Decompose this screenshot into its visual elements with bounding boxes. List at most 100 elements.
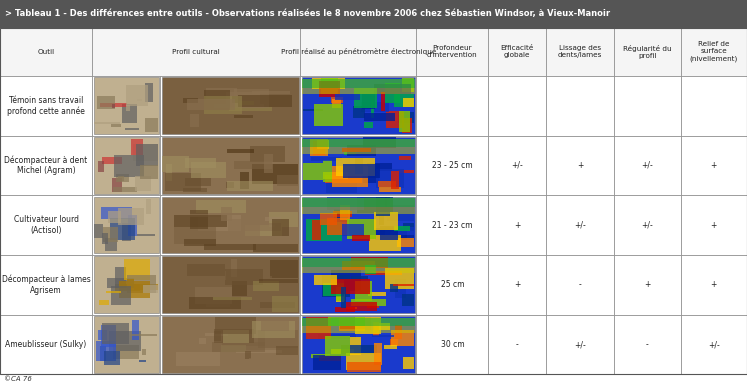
Bar	[300, 314, 416, 374]
Bar	[340, 320, 365, 329]
Bar	[220, 346, 247, 352]
Text: Efficacité
globale: Efficacité globale	[500, 45, 534, 58]
Bar	[353, 316, 371, 330]
Bar	[228, 219, 261, 236]
Bar	[363, 137, 395, 148]
Bar	[403, 357, 414, 369]
Bar	[94, 122, 120, 124]
Bar	[489, 76, 546, 136]
Text: 25 cm: 25 cm	[441, 280, 464, 289]
Bar	[310, 139, 329, 156]
Bar	[111, 286, 131, 305]
Bar	[380, 226, 398, 240]
Bar	[127, 279, 134, 281]
Text: ©CA 76: ©CA 76	[4, 376, 31, 382]
Bar	[105, 351, 120, 364]
Bar	[249, 358, 298, 360]
Text: Lissage des
dents/lames: Lissage des dents/lames	[558, 45, 602, 58]
Bar	[93, 77, 158, 134]
Bar	[341, 345, 376, 354]
Bar	[264, 217, 281, 221]
Bar	[374, 323, 390, 330]
Bar	[346, 353, 381, 370]
Bar	[403, 98, 414, 107]
Bar	[142, 349, 146, 355]
Bar	[402, 118, 412, 133]
Bar	[92, 314, 160, 374]
Bar	[391, 170, 399, 189]
Bar	[302, 207, 415, 214]
Bar	[204, 90, 230, 110]
Bar	[260, 276, 272, 288]
Text: Profil cultural: Profil cultural	[173, 49, 220, 55]
Text: +: +	[710, 280, 717, 289]
Bar	[546, 314, 614, 374]
Bar	[546, 255, 614, 314]
Bar	[126, 85, 149, 106]
Bar	[346, 307, 357, 309]
Bar	[161, 137, 299, 194]
Bar	[259, 279, 298, 283]
Bar	[361, 102, 388, 112]
Bar	[489, 28, 546, 76]
Bar	[253, 238, 274, 244]
Bar	[371, 99, 374, 118]
Bar	[353, 106, 365, 118]
Bar	[302, 257, 415, 313]
Bar	[385, 111, 404, 128]
Bar	[311, 157, 341, 161]
Text: Profil réalisé au pénétromètre électronique: Profil réalisé au pénétromètre électroni…	[281, 48, 436, 55]
Bar	[190, 210, 208, 229]
Bar	[385, 83, 400, 103]
Bar	[394, 94, 414, 108]
Bar	[109, 331, 141, 351]
Bar	[303, 163, 323, 180]
Bar	[317, 140, 329, 149]
Bar	[300, 28, 416, 76]
Bar	[335, 94, 360, 100]
Bar	[331, 98, 343, 103]
Bar	[416, 314, 489, 374]
Bar	[398, 170, 414, 173]
Bar	[416, 195, 489, 255]
Bar	[385, 268, 414, 289]
Bar	[272, 218, 289, 236]
Bar	[302, 258, 415, 267]
Bar	[614, 195, 681, 255]
Bar	[270, 260, 298, 278]
Bar	[374, 84, 411, 94]
Bar	[546, 28, 614, 76]
Bar	[106, 291, 121, 293]
Bar	[122, 223, 131, 242]
Bar	[391, 331, 414, 346]
Text: Cultivateur lourd
(Actisol): Cultivateur lourd (Actisol)	[13, 215, 78, 235]
Text: +/-: +/-	[512, 161, 523, 170]
Bar	[214, 329, 253, 343]
Bar	[100, 346, 106, 361]
Bar	[191, 162, 226, 177]
Bar	[98, 330, 107, 340]
Bar	[160, 136, 300, 195]
Bar	[232, 96, 238, 103]
Bar	[341, 261, 374, 270]
Bar	[161, 257, 299, 313]
Bar	[350, 336, 361, 355]
Bar	[226, 275, 271, 279]
Bar	[317, 334, 356, 339]
Bar	[331, 270, 361, 291]
Bar	[214, 104, 264, 108]
Bar	[185, 271, 226, 280]
Bar	[302, 88, 415, 94]
Text: > Tableau 1 - Des différences entre outils - Observations réalisées le 8 novembr: > Tableau 1 - Des différences entre outi…	[5, 9, 610, 18]
Bar	[196, 200, 247, 212]
Bar	[399, 111, 409, 132]
Bar	[117, 174, 128, 182]
Bar	[261, 319, 289, 331]
Text: 30 cm: 30 cm	[441, 340, 464, 349]
Text: +/-: +/-	[574, 220, 586, 230]
Bar	[183, 98, 198, 103]
Bar	[231, 259, 237, 276]
Bar	[226, 182, 273, 190]
Bar	[416, 28, 489, 76]
Bar	[92, 28, 300, 76]
